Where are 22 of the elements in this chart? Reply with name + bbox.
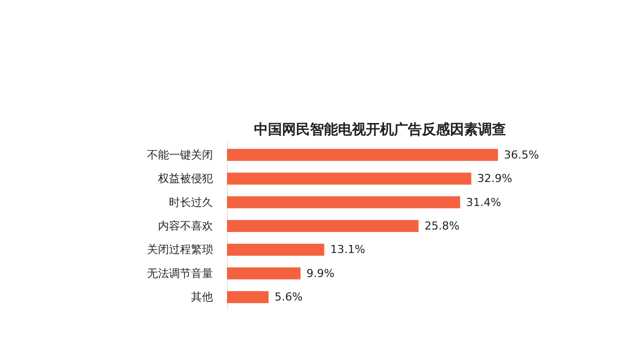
bar — [227, 172, 472, 185]
data-label: 13.1% — [330, 243, 366, 256]
y-tick-label: 时长过久 — [169, 196, 213, 209]
data-label: 31.4% — [466, 196, 502, 209]
y-tick-label: 其他 — [191, 290, 213, 304]
y-tick-label: 无法调节音量 — [147, 266, 213, 280]
bar — [227, 196, 460, 208]
bar — [227, 220, 419, 232]
chart-title: 中国网民智能电视开机广告反感因素调查 — [254, 121, 506, 138]
data-label: 36.5% — [504, 148, 539, 162]
data-label: 32.9% — [477, 172, 512, 186]
data-label: 5.6% — [274, 290, 303, 304]
y-tick-label: 内容不喜欢 — [158, 220, 213, 232]
bar — [227, 267, 301, 280]
bar — [227, 244, 324, 256]
y-tick-label: 不能一键关闭 — [147, 148, 213, 162]
bar — [227, 148, 498, 161]
bar — [227, 291, 269, 304]
y-tick-label: 关闭过程繁琐 — [147, 243, 213, 256]
data-label: 25.8% — [424, 220, 460, 232]
data-label: 9.9% — [306, 266, 334, 280]
y-tick-label: 权益被侵犯 — [157, 172, 213, 186]
